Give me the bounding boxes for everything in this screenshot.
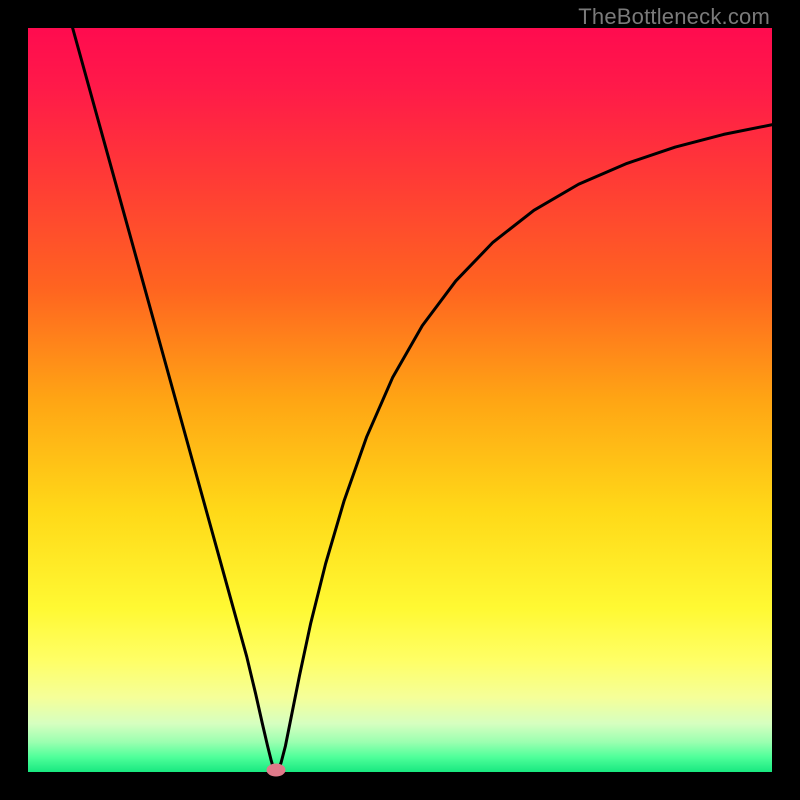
gradient-background: [28, 28, 772, 772]
minimum-marker: [266, 763, 285, 776]
watermark-text: TheBottleneck.com: [578, 4, 770, 30]
plot-svg: [28, 28, 772, 772]
plot-area: [28, 28, 772, 772]
